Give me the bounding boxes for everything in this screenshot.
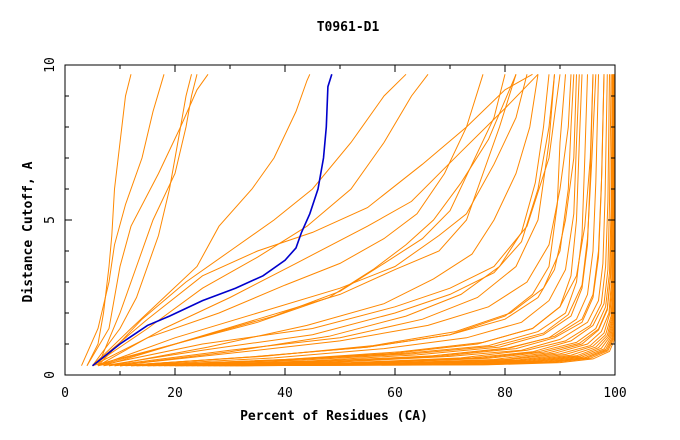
series-line-39 — [125, 74, 580, 367]
series-line-9 — [92, 73, 533, 367]
highlight-series-line — [92, 74, 333, 367]
x-tick-label: 40 — [277, 386, 293, 401]
series-line-10 — [97, 73, 539, 367]
chart-title: T0961-D1 — [317, 20, 380, 35]
x-tick-label: 20 — [167, 386, 183, 401]
series-line-2 — [81, 74, 165, 366]
series-layer — [81, 73, 616, 367]
series-line-16 — [130, 74, 583, 367]
series-line-38 — [114, 74, 572, 367]
series-line-11 — [97, 74, 528, 367]
series-line-24 — [174, 74, 613, 367]
x-tick-label: 80 — [497, 386, 513, 401]
series-line-50 — [136, 74, 597, 367]
x-tick-label: 100 — [603, 386, 626, 401]
series-line-45 — [114, 74, 550, 367]
series-line-17 — [136, 74, 588, 367]
series-line-42 — [92, 74, 484, 367]
x-tick-label: 0 — [61, 386, 69, 401]
y-tick-label: 0 — [43, 371, 58, 379]
series-line-27 — [191, 74, 615, 367]
series-line-15 — [119, 74, 566, 367]
series-line-12 — [92, 74, 517, 367]
series-line-7 — [97, 73, 407, 367]
series-line-21 — [158, 74, 608, 367]
series-line-3 — [86, 74, 209, 366]
y-axis-label: Distance Cutoff, A — [21, 161, 36, 302]
y-tick-label: 5 — [43, 216, 58, 224]
series-line-5 — [92, 74, 192, 366]
series-line-49 — [174, 74, 614, 367]
x-tick-label: 60 — [387, 386, 403, 401]
series-line-37 — [103, 74, 555, 367]
tick-label-layer: 0 20 40 60 80 100 0 5 10 — [43, 57, 627, 401]
x-axis-label: Percent of Residues (CA) — [240, 409, 428, 424]
series-line-1 — [86, 74, 132, 366]
series-line-44 — [108, 74, 539, 367]
series-line-47 — [119, 74, 577, 367]
series-line-48 — [147, 74, 605, 367]
series-line-6 — [92, 74, 311, 367]
y-tick-label: 10 — [43, 57, 58, 73]
series-line-43 — [103, 74, 506, 367]
series-line-25 — [180, 74, 614, 367]
series-line-13 — [97, 74, 561, 367]
series-line-8 — [92, 73, 429, 367]
tick-layer — [64, 64, 616, 376]
series-line-46 — [130, 74, 594, 367]
series-line-41 — [97, 74, 517, 367]
series-line-22 — [163, 74, 610, 367]
series-line-34 — [229, 74, 616, 367]
series-line-4 — [97, 74, 198, 366]
highlight-series-layer — [92, 74, 333, 367]
series-line-33 — [224, 74, 616, 367]
